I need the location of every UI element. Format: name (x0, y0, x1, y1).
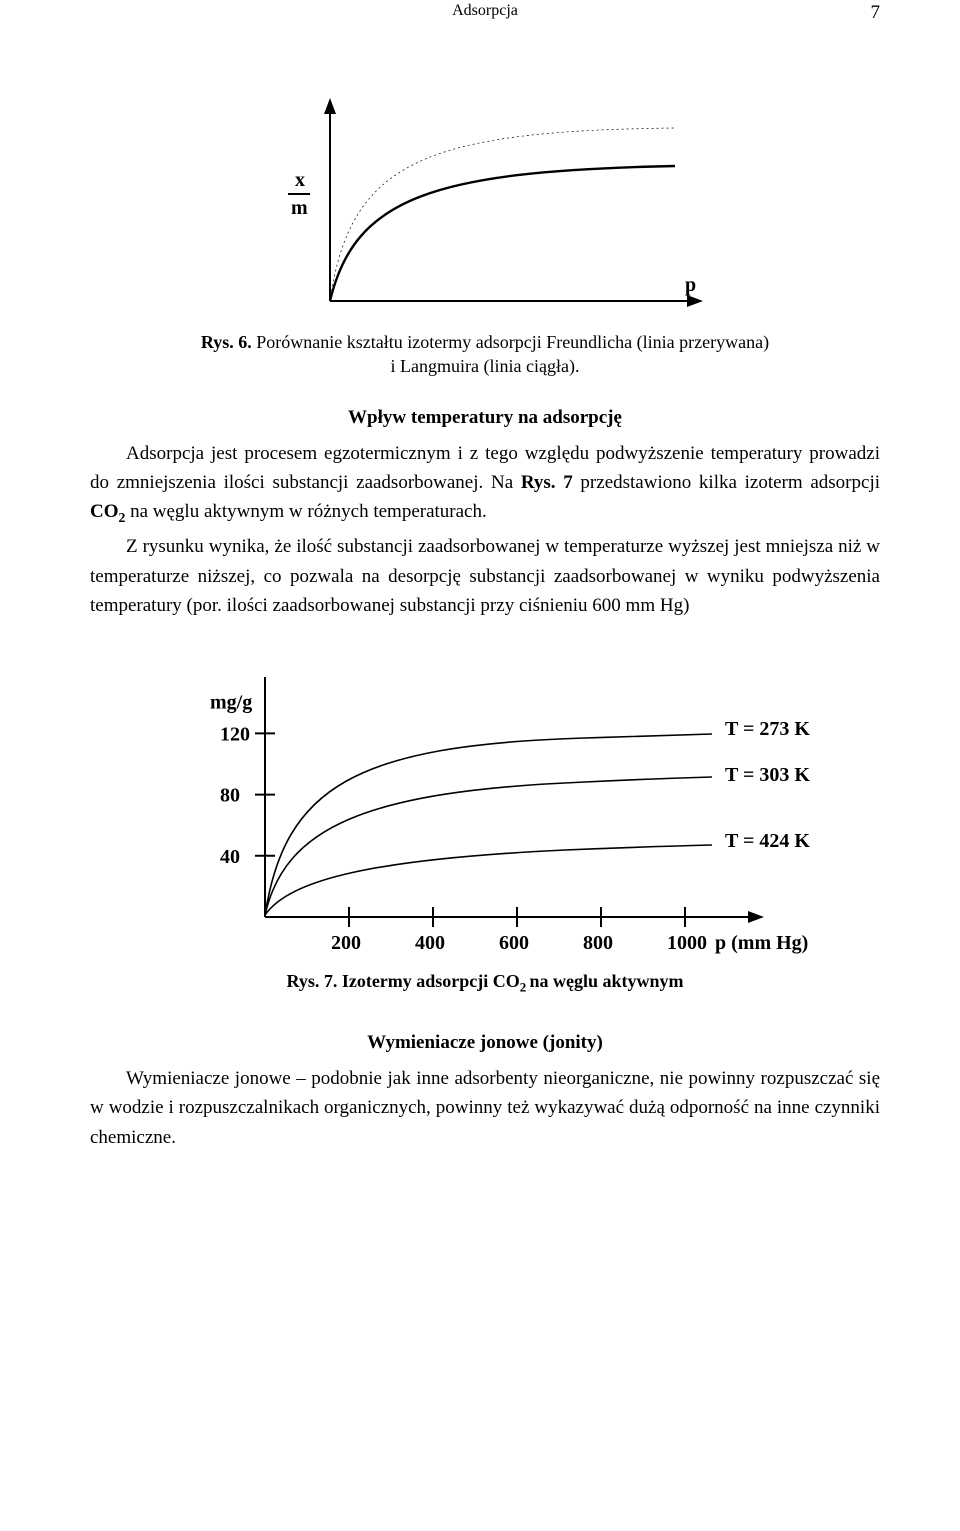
section-1-heading: Wpływ temperatury na adsorpcję (90, 407, 880, 429)
running-head: Adsorpcja 7 (90, 0, 880, 36)
figure-7-svg: 40 80 120 mg/g 200 400 600 800 1000 p (mm Hg) T = … (135, 617, 835, 957)
svg-text:40: 40 (220, 846, 240, 868)
figure-6: xm p (90, 66, 880, 326)
svg-text:x: x (295, 169, 305, 191)
fig7-rys-label: Rys. 7. (286, 971, 337, 991)
figure-6-svg: xm p (255, 66, 715, 326)
fig6-caption-line2: i Langmuira (linia ciągła). (391, 356, 580, 376)
fig6-rys-label: Rys. 6. (201, 332, 252, 352)
figure-6-caption: Rys. 6. Porównanie kształtu izotermy ads… (90, 330, 880, 379)
section-2-heading: Wymieniacze jonowe (jonity) (90, 1032, 880, 1054)
running-title: Adsorpcja (90, 2, 880, 20)
svg-text:m: m (291, 197, 308, 219)
paragraph-1: Adsorpcja jest procesem egzotermicznym i… (90, 439, 880, 529)
svg-text:T = 303 K: T = 303 K (725, 764, 810, 786)
svg-text:p (mm Hg): p (mm Hg) (715, 932, 808, 954)
page-number: 7 (871, 2, 881, 24)
svg-text:800: 800 (583, 932, 613, 954)
figure-7-caption: Rys. 7. Izotermy adsorpcji CO2 na węglu … (90, 969, 880, 996)
svg-text:400: 400 (415, 932, 445, 954)
svg-text:600: 600 (499, 932, 529, 954)
svg-text:1000: 1000 (667, 932, 707, 954)
svg-text:p: p (685, 274, 696, 296)
paragraph-3: Wymieniacze jonowe – podobnie jak inne a… (90, 1064, 880, 1152)
svg-text:T = 273 K: T = 273 K (725, 718, 810, 740)
svg-text:80: 80 (220, 784, 240, 806)
fig6-caption-rest: Porównanie kształtu izotermy adsorpcji F… (252, 332, 769, 352)
svg-text:120: 120 (220, 723, 250, 745)
svg-text:mg/g: mg/g (210, 691, 252, 713)
figure-7: 40 80 120 mg/g 200 400 600 800 1000 p (mm Hg) T = … (90, 617, 880, 957)
svg-text:T = 424 K: T = 424 K (725, 830, 810, 852)
paragraph-2: Z rysunku wynika, że ilość substancji za… (90, 532, 880, 620)
svg-text:200: 200 (331, 932, 361, 954)
